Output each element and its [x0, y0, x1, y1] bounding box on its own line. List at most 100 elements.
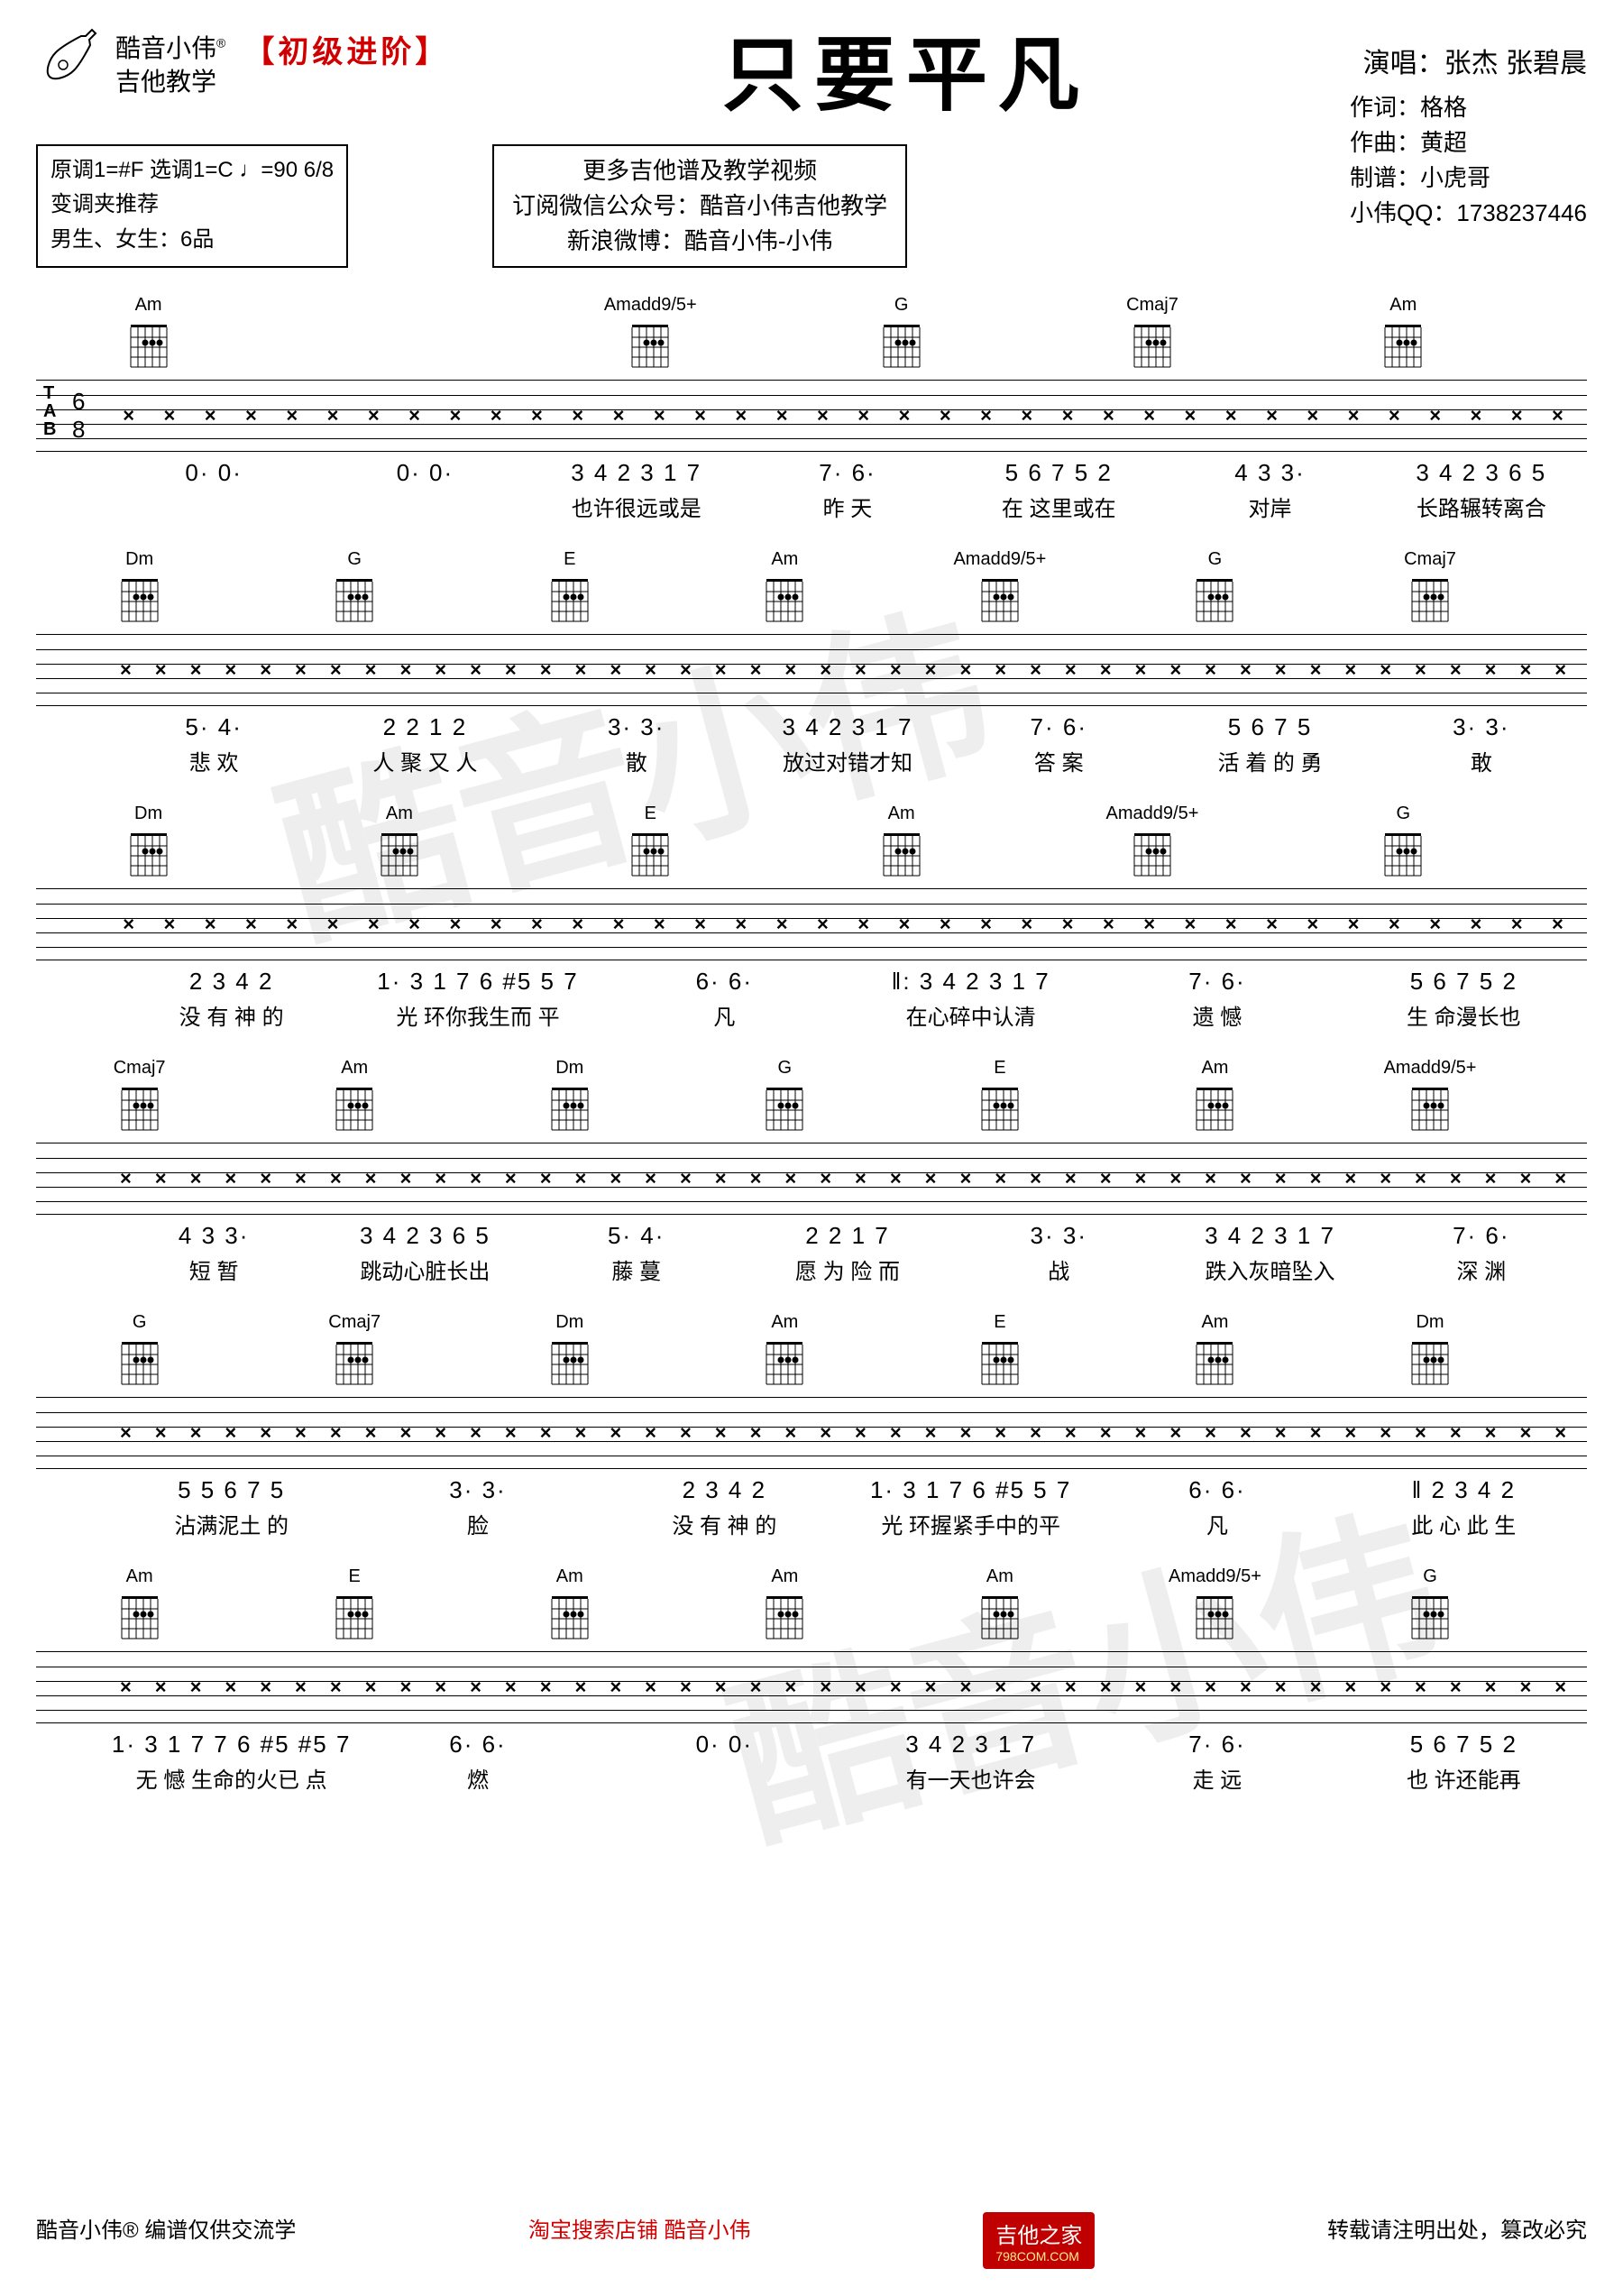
chord-box: Amadd9/5+: [1166, 1566, 1264, 1648]
notation-cell: 6· 6·: [1094, 1476, 1340, 1504]
chord-diagram: [628, 317, 673, 376]
notation-row: 5· 4·2 2 1 23· 3·3 4 2 3 1 77· 6·5 6 7 5…: [36, 713, 1587, 741]
strum-mark: ×: [149, 913, 189, 936]
chord-box: G: [843, 295, 959, 376]
strum-mark: ×: [213, 1676, 248, 1699]
strum-mark: ×: [564, 1421, 599, 1445]
strum-mark: ×: [108, 1167, 143, 1190]
strum-mark: ×: [458, 1167, 493, 1190]
chord-name: Cmaj7: [1126, 295, 1178, 316]
chord-row: DmGEAmAmadd9/5+GCmaj7: [36, 549, 1587, 630]
strum-mark: ×: [1374, 404, 1415, 427]
strum-mark: ×: [1193, 1421, 1228, 1445]
strum-mark: ×: [680, 404, 720, 427]
chord-name: Dm: [555, 1312, 583, 1333]
chord-box: [718, 804, 834, 885]
strum-mark: ×: [435, 404, 475, 427]
strum-mark: ×: [312, 913, 353, 936]
chord-row: AmAmadd9/5+GCmaj7Am: [36, 295, 1587, 376]
lyric-cell: [601, 1762, 848, 1794]
strum-mark: ×: [913, 1167, 949, 1190]
chord-box: [215, 804, 332, 885]
notation-cell: 3· 3·: [531, 713, 742, 741]
strum-mark: ×: [843, 404, 884, 427]
strum-mark: ×: [808, 1167, 843, 1190]
chord-diagram: [1380, 826, 1426, 885]
lyric-cell: 跳动心脏长出: [319, 1254, 530, 1285]
chord-box: [718, 295, 834, 376]
chord-box: [628, 1058, 726, 1139]
chord-box: [1273, 549, 1371, 630]
strum-mark: ×: [353, 1167, 389, 1190]
chord-box: Cmaj7: [90, 1058, 188, 1139]
lyric-cell: 光 环你我生而 平: [354, 999, 601, 1031]
strum-mark: ×: [179, 1421, 214, 1445]
chord-name: Am: [135, 295, 162, 316]
notation-row: 2 3 4 21· 3 1 7 6 #5 5 76· 6·‖: 3 4 2 3 …: [36, 968, 1587, 996]
strum-mark: ×: [925, 913, 966, 936]
chord-diagram: [117, 1589, 162, 1648]
chord-name: Am: [386, 804, 413, 824]
strum-mark: ×: [1473, 1167, 1508, 1190]
chord-box: Am: [843, 804, 959, 885]
chord-box: [1489, 1312, 1587, 1393]
chord-name: G: [778, 1058, 793, 1079]
strum-mark: ×: [1088, 1421, 1123, 1445]
chord-name: G: [1208, 549, 1223, 570]
strum-mark: ×: [598, 913, 638, 936]
strum-mark: ×: [1006, 913, 1047, 936]
tab-staff: ××××××××××××××××××××××××××××××××××××××××…: [36, 1143, 1587, 1215]
chord-diagram: [547, 1589, 592, 1648]
chord-name: G: [133, 1312, 147, 1333]
strum-mark: ×: [773, 1421, 808, 1445]
notation-cell: 4 3 3·: [108, 1222, 319, 1250]
chord-name: Cmaj7: [114, 1058, 166, 1079]
chord-box: E: [520, 549, 619, 630]
strum-mark: ×: [458, 658, 493, 682]
chord-diagram: [1192, 1080, 1237, 1139]
chord-diagram: [332, 1335, 377, 1393]
lyric-cell: 凡: [601, 999, 848, 1031]
strum-mark: ×: [703, 1167, 738, 1190]
tab-marks: ××××××××××××××××××××××××××××××××××××: [108, 889, 1578, 960]
chord-name: Dm: [1416, 1312, 1444, 1333]
chord-row: DmAmEAmAmadd9/5+G: [36, 804, 1587, 885]
chord-box: Cmaj7: [306, 1312, 404, 1393]
chord-diagram: [1408, 1589, 1453, 1648]
site-badge: 吉他之家 798COM.COM: [983, 2212, 1095, 2269]
strum-mark: ×: [1415, 404, 1455, 427]
strum-mark: ×: [1252, 404, 1292, 427]
lyric-cell: 走 远: [1094, 1762, 1340, 1794]
strum-mark: ×: [1298, 1676, 1334, 1699]
chord-diagram: [332, 572, 377, 630]
promo-line3: 新浪微博：酷音小伟-小伟: [512, 224, 887, 259]
footer-left: 酷音小伟® 编谱仅供交流学: [36, 2212, 296, 2269]
chord-box: Am: [736, 1312, 834, 1393]
chord-box: [1220, 295, 1336, 376]
brand-logo: 酷音小伟® 吉他教学: [36, 27, 225, 104]
strum-mark: ×: [312, 404, 353, 427]
chord-name: E: [645, 804, 656, 824]
strum-mark: ×: [190, 913, 231, 936]
lyric-cell: 燃: [354, 1762, 601, 1794]
strum-mark: ×: [389, 1167, 424, 1190]
chord-diagram: [377, 826, 422, 885]
chord-name: Am: [556, 1566, 583, 1587]
lyric-cell: 遗 憾: [1094, 999, 1340, 1031]
strum-mark: ×: [1088, 1676, 1123, 1699]
strum-mark: ×: [1537, 404, 1578, 427]
strum-mark: ×: [598, 1167, 633, 1190]
chord-box: Amadd9/5+: [592, 295, 709, 376]
strum-mark: ×: [598, 404, 638, 427]
chord-diagram: [332, 1080, 377, 1139]
chord-name: Am: [1201, 1312, 1228, 1333]
chord-diagram: [332, 1589, 377, 1648]
strum-mark: ×: [949, 1421, 984, 1445]
strum-mark: ×: [476, 913, 517, 936]
lyric-cell: 在心碎中认清: [848, 999, 1094, 1031]
chord-box: E: [592, 804, 709, 885]
strum-mark: ×: [1438, 1421, 1473, 1445]
strum-mark: ×: [149, 404, 189, 427]
tab-marks: ××××××××××××××××××××××××××××××××××××××××…: [108, 1398, 1578, 1468]
chord-row: AmEAmAmAmAmadd9/5+G: [36, 1566, 1587, 1648]
